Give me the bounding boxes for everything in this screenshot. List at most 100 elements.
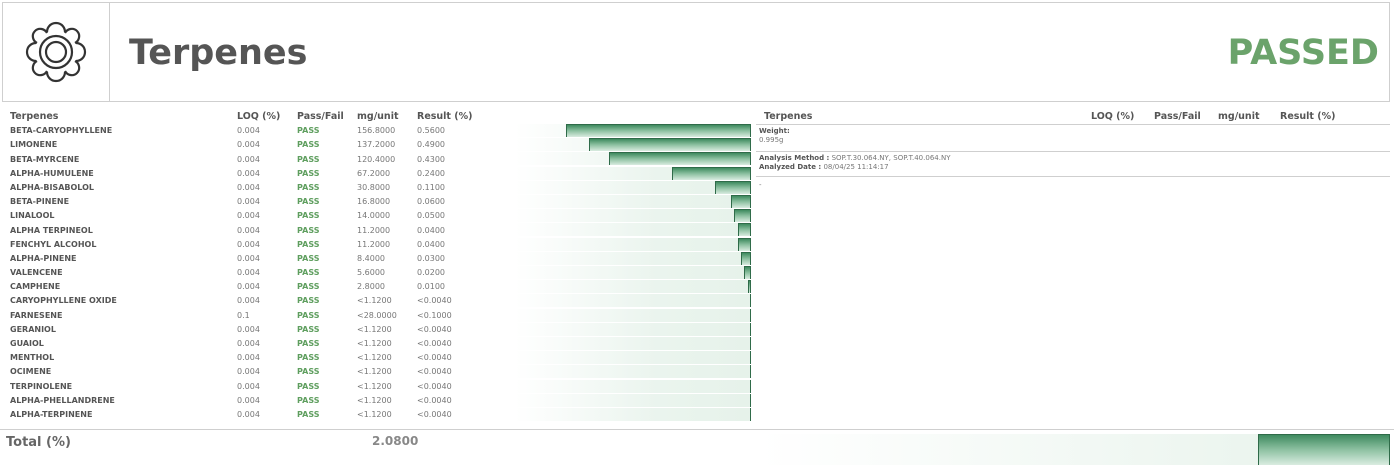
weight-label: Weight: bbox=[759, 127, 790, 135]
terpene-name: CARYOPHYLLENE OXIDE bbox=[10, 296, 117, 306]
pass-fail-value: PASS bbox=[297, 282, 320, 292]
weight-value: 0.995g bbox=[759, 136, 784, 144]
result-bar bbox=[672, 166, 751, 180]
pass-fail-value: PASS bbox=[297, 197, 320, 207]
loq-value: 0.004 bbox=[237, 409, 260, 419]
terpene-name: ALPHA-BISABOLOL bbox=[10, 182, 94, 192]
right-col-header-mg-unit: mg/unit bbox=[1218, 111, 1260, 122]
bar-track bbox=[515, 251, 751, 265]
mg-unit-value: 5.6000 bbox=[357, 268, 385, 278]
result-bar bbox=[744, 266, 751, 279]
result-bar bbox=[731, 195, 751, 208]
date-value: 08/04/25 11:14:17 bbox=[823, 163, 889, 171]
mg-unit-value: 14.0000 bbox=[357, 211, 391, 221]
table-row: ALPHA-BISABOLOL 0.004 PASS 30.8000 0.1100 bbox=[0, 181, 560, 195]
table-row: ALPHA-PHELLANDRENE 0.004 PASS <1.1200 <0.004… bbox=[0, 394, 560, 408]
result-bars bbox=[515, 124, 751, 424]
table-row: ALPHA-TERPINENE 0.004 PASS <1.1200 <0.0040 bbox=[0, 408, 560, 422]
table-row: BETA-CARYOPHYLLENE 0.004 PASS 156.8000 0.560… bbox=[0, 124, 560, 138]
terpene-name: ALPHA-PINENE bbox=[10, 253, 77, 263]
report-header: Terpenes PASSED bbox=[2, 2, 1390, 102]
pass-fail-value: PASS bbox=[297, 395, 320, 405]
bar-track bbox=[515, 408, 751, 421]
result-value: 0.0600 bbox=[417, 197, 445, 207]
bar-track bbox=[515, 365, 751, 379]
table-row: ALPHA-PINENE 0.004 PASS 8.4000 0.0300 bbox=[0, 252, 560, 266]
bar-track bbox=[515, 237, 751, 251]
table-row: BETA-PINENE 0.004 PASS 16.8000 0.0600 bbox=[0, 195, 560, 209]
result-value: <0.0040 bbox=[417, 296, 452, 306]
col-header-pass-fail: Pass/Fail bbox=[297, 111, 344, 122]
bar-track bbox=[515, 124, 751, 137]
result-bar bbox=[750, 393, 751, 407]
bar-track bbox=[515, 393, 751, 407]
pass-fail-value: PASS bbox=[297, 225, 320, 235]
table-row: VALENCENE 0.004 PASS 5.6000 0.0200 bbox=[0, 266, 560, 280]
loq-value: 0.004 bbox=[237, 182, 260, 192]
result-bar bbox=[750, 294, 751, 308]
loq-value: 0.1 bbox=[237, 310, 250, 320]
bar-track bbox=[515, 379, 751, 393]
result-bar bbox=[750, 308, 751, 322]
result-value: <0.0040 bbox=[417, 395, 452, 405]
table-row: CARYOPHYLLENE OXIDE 0.004 PASS <1.1200 <0.00… bbox=[0, 294, 560, 308]
mg-unit-value: 120.4000 bbox=[357, 154, 396, 164]
terpene-name: FARNESENE bbox=[10, 310, 63, 320]
divider bbox=[756, 124, 1390, 125]
terpene-name: GERANIOL bbox=[10, 324, 56, 334]
result-value: 0.0300 bbox=[417, 253, 445, 263]
loq-value: 0.004 bbox=[237, 395, 260, 405]
result-value: <0.1000 bbox=[417, 310, 452, 320]
result-value: 0.5600 bbox=[417, 126, 445, 136]
result-bar bbox=[566, 124, 751, 137]
result-bar bbox=[738, 237, 751, 251]
method-value: SOP.T.30.064.NY, SOP.T.40.064.NY bbox=[831, 154, 951, 162]
loq-value: 0.004 bbox=[237, 253, 260, 263]
method-label: Analysis Method : bbox=[759, 154, 830, 162]
mg-unit-value: <28.0000 bbox=[357, 310, 397, 320]
result-value: 0.4900 bbox=[417, 140, 445, 150]
mg-unit-value: <1.1200 bbox=[357, 296, 392, 306]
loq-value: 0.004 bbox=[237, 168, 260, 178]
pass-fail-value: PASS bbox=[297, 310, 320, 320]
result-bar bbox=[748, 280, 751, 294]
loq-value: 0.004 bbox=[237, 239, 260, 249]
terpene-name: OCIMENE bbox=[10, 367, 52, 377]
right-table-header: Terpenes LOQ (%) Pass/Fail mg/unit Resul… bbox=[764, 110, 1390, 124]
bar-track bbox=[515, 351, 751, 365]
loq-value: 0.004 bbox=[237, 197, 260, 207]
bar-track bbox=[515, 294, 751, 308]
table-row: GERANIOL 0.004 PASS <1.1200 <0.0040 bbox=[0, 323, 560, 337]
logo-box bbox=[3, 3, 110, 101]
table-row: ALPHA TERPINEOL 0.004 PASS 11.2000 0.0400 bbox=[0, 224, 560, 238]
total-value: 2.0800 bbox=[372, 434, 419, 448]
terpene-name: ALPHA-TERPINENE bbox=[10, 409, 93, 419]
result-bar bbox=[750, 379, 751, 393]
bar-track bbox=[515, 322, 751, 336]
status-badge: PASSED bbox=[1227, 33, 1379, 73]
loq-value: 0.004 bbox=[237, 339, 260, 348]
mg-unit-value: 137.2000 bbox=[357, 140, 396, 150]
mg-unit-value: 30.8000 bbox=[357, 182, 391, 192]
mg-unit-value: 16.8000 bbox=[357, 197, 391, 207]
terpene-name: BETA-CARYOPHYLLENE bbox=[10, 126, 113, 136]
loq-value: 0.004 bbox=[237, 211, 260, 221]
mg-unit-value: <1.1200 bbox=[357, 367, 392, 377]
loq-value: 0.004 bbox=[237, 282, 260, 292]
result-bar bbox=[715, 180, 751, 194]
pass-fail-value: PASS bbox=[297, 324, 320, 334]
result-value: 0.0200 bbox=[417, 268, 445, 278]
pass-fail-value: PASS bbox=[297, 239, 320, 249]
divider bbox=[756, 151, 1390, 152]
col-header-loq: LOQ (%) bbox=[237, 111, 281, 122]
bar-track bbox=[515, 223, 751, 237]
bar-track bbox=[515, 166, 751, 180]
right-col-header-loq: LOQ (%) bbox=[1091, 111, 1135, 122]
col-header-result: Result (%) bbox=[417, 111, 473, 122]
table-body: BETA-CARYOPHYLLENE 0.004 PASS 156.8000 0.560… bbox=[0, 124, 560, 422]
table-row: LINALOOL 0.004 PASS 14.0000 0.0500 bbox=[0, 209, 560, 223]
bar-track bbox=[515, 209, 751, 223]
mg-unit-value: 156.8000 bbox=[357, 126, 396, 136]
result-value: 0.0100 bbox=[417, 282, 445, 292]
result-value: <0.0040 bbox=[417, 381, 452, 391]
